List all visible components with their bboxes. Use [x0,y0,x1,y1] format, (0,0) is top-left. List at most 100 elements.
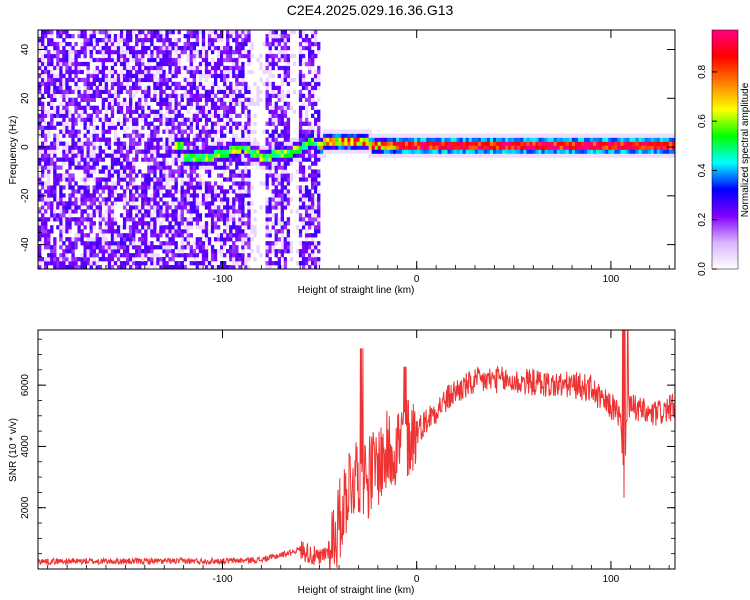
spectrogram-cell [286,137,291,142]
spectrogram-cell [138,241,142,246]
spectrogram-cell [283,33,288,39]
spectrogram-cell [50,205,54,210]
spectrogram-cell [171,153,175,158]
spectrogram-cell [68,49,72,55]
spectrogram-cell [247,225,251,230]
spectrogram-cell [235,229,239,234]
spectrogram-cell [307,37,312,43]
spectrogram-cell [156,33,160,39]
spectrogram-cell [86,197,90,202]
spectrogram-cell [262,129,266,134]
spectrogram-cell [277,173,281,178]
snr-x-axis-label: Height of straight line (km) [298,585,415,596]
spectrogram-cell [298,30,303,35]
spectrogram-cell [62,97,66,102]
spectrogram-cell [311,161,315,166]
spectrogram-cell [596,137,600,142]
spectrogram-cell [332,133,336,138]
spectrogram-cell [241,137,245,142]
spectrogram-cell [65,33,69,39]
spectrogram-cell [62,57,66,63]
spectrogram-cell [80,149,84,154]
spectrogram-cell [653,137,658,142]
spectrogram-cell [429,145,433,150]
spectrogram-cell [223,105,227,110]
spectrogram-cell [80,229,84,234]
spectrogram-cell [153,97,157,102]
spectrogram-cell [223,89,227,95]
spectrogram-cell [286,237,291,242]
spectrogram-cell [119,121,124,126]
spectrogram-cell [138,61,142,67]
spectrogram-cell [44,189,48,194]
spectrogram-cell [517,133,521,138]
spectrogram-cell [132,129,136,134]
spectrogram-cell [386,153,391,158]
spectrogram-cell [584,149,588,154]
spectrogram-cell [156,113,160,118]
spectrogram-cell [511,149,515,154]
spectrogram-cell [247,113,251,118]
spectrogram-cell [223,81,227,87]
spectrogram-cell [159,209,163,214]
spectrogram-cell [201,57,206,63]
spectrogram-cell [265,41,269,47]
spectrogram-cell [307,125,312,130]
spectrogram-cell [195,49,200,55]
spectrogram-cell [47,69,51,75]
spectrogram-cell [180,105,184,110]
spectrogram-cell [223,101,227,106]
spectrogram-cell [119,73,124,79]
spectrogram-y-tick-label: 40 [20,44,31,56]
spectrogram-cell [147,89,151,95]
spectrogram-cell [377,153,382,158]
spectrogram-cell [98,201,102,206]
spectrogram-cell [395,153,400,158]
spectrogram-cell [68,113,72,118]
spectrogram-cell [177,169,181,174]
spectrogram-cell [220,165,224,170]
spectrogram-cell [311,133,315,138]
spectrogram-cell [253,153,257,158]
spectrogram-cell [101,69,106,75]
spectrogram-cell [556,133,561,138]
spectrogram-cell [544,133,548,138]
spectrogram-cell [132,145,136,150]
spectrogram-cell [86,253,90,258]
spectrogram-cell [314,121,318,126]
spectrogram-cell [80,49,84,55]
spectrogram-cell [50,61,54,67]
spectrogram-cell [53,177,57,182]
spectrogram-cell [132,205,136,210]
spectrogram-cell [132,245,136,250]
spectrogram-cell [317,65,321,71]
spectrogram-cell [216,121,221,126]
spectrogram-cell [213,181,218,186]
spectrogram-cell [298,73,303,79]
spectrogram-cell [171,169,175,174]
spectrogram-cell [180,97,184,102]
spectrogram-cell [165,57,169,63]
spectrogram-cell [74,97,78,102]
spectrogram-cell [77,205,81,210]
spectrogram-cell [204,77,209,83]
spectrogram-cell [150,97,154,102]
spectrogram-cell [174,73,178,79]
spectrogram-cell [650,141,655,146]
spectrogram-cell [286,61,291,67]
spectrogram-cell [632,153,636,158]
spectrogram-cell [538,133,542,138]
spectrogram-cell [174,61,178,67]
spectrogram-cell [180,229,184,234]
spectrogram-cell [220,201,224,206]
spectrogram-cell [177,37,181,43]
spectrogram-cell [104,85,109,91]
spectrogram-cell [244,169,248,174]
spectrogram-cell [216,157,221,162]
spectrogram-cell [317,213,321,218]
spectrogram-cell [165,253,169,258]
spectrogram-cell [280,53,284,59]
spectrogram-cell [326,145,330,150]
spectrogram-cell [247,97,251,102]
spectrogram-cell [71,129,75,134]
